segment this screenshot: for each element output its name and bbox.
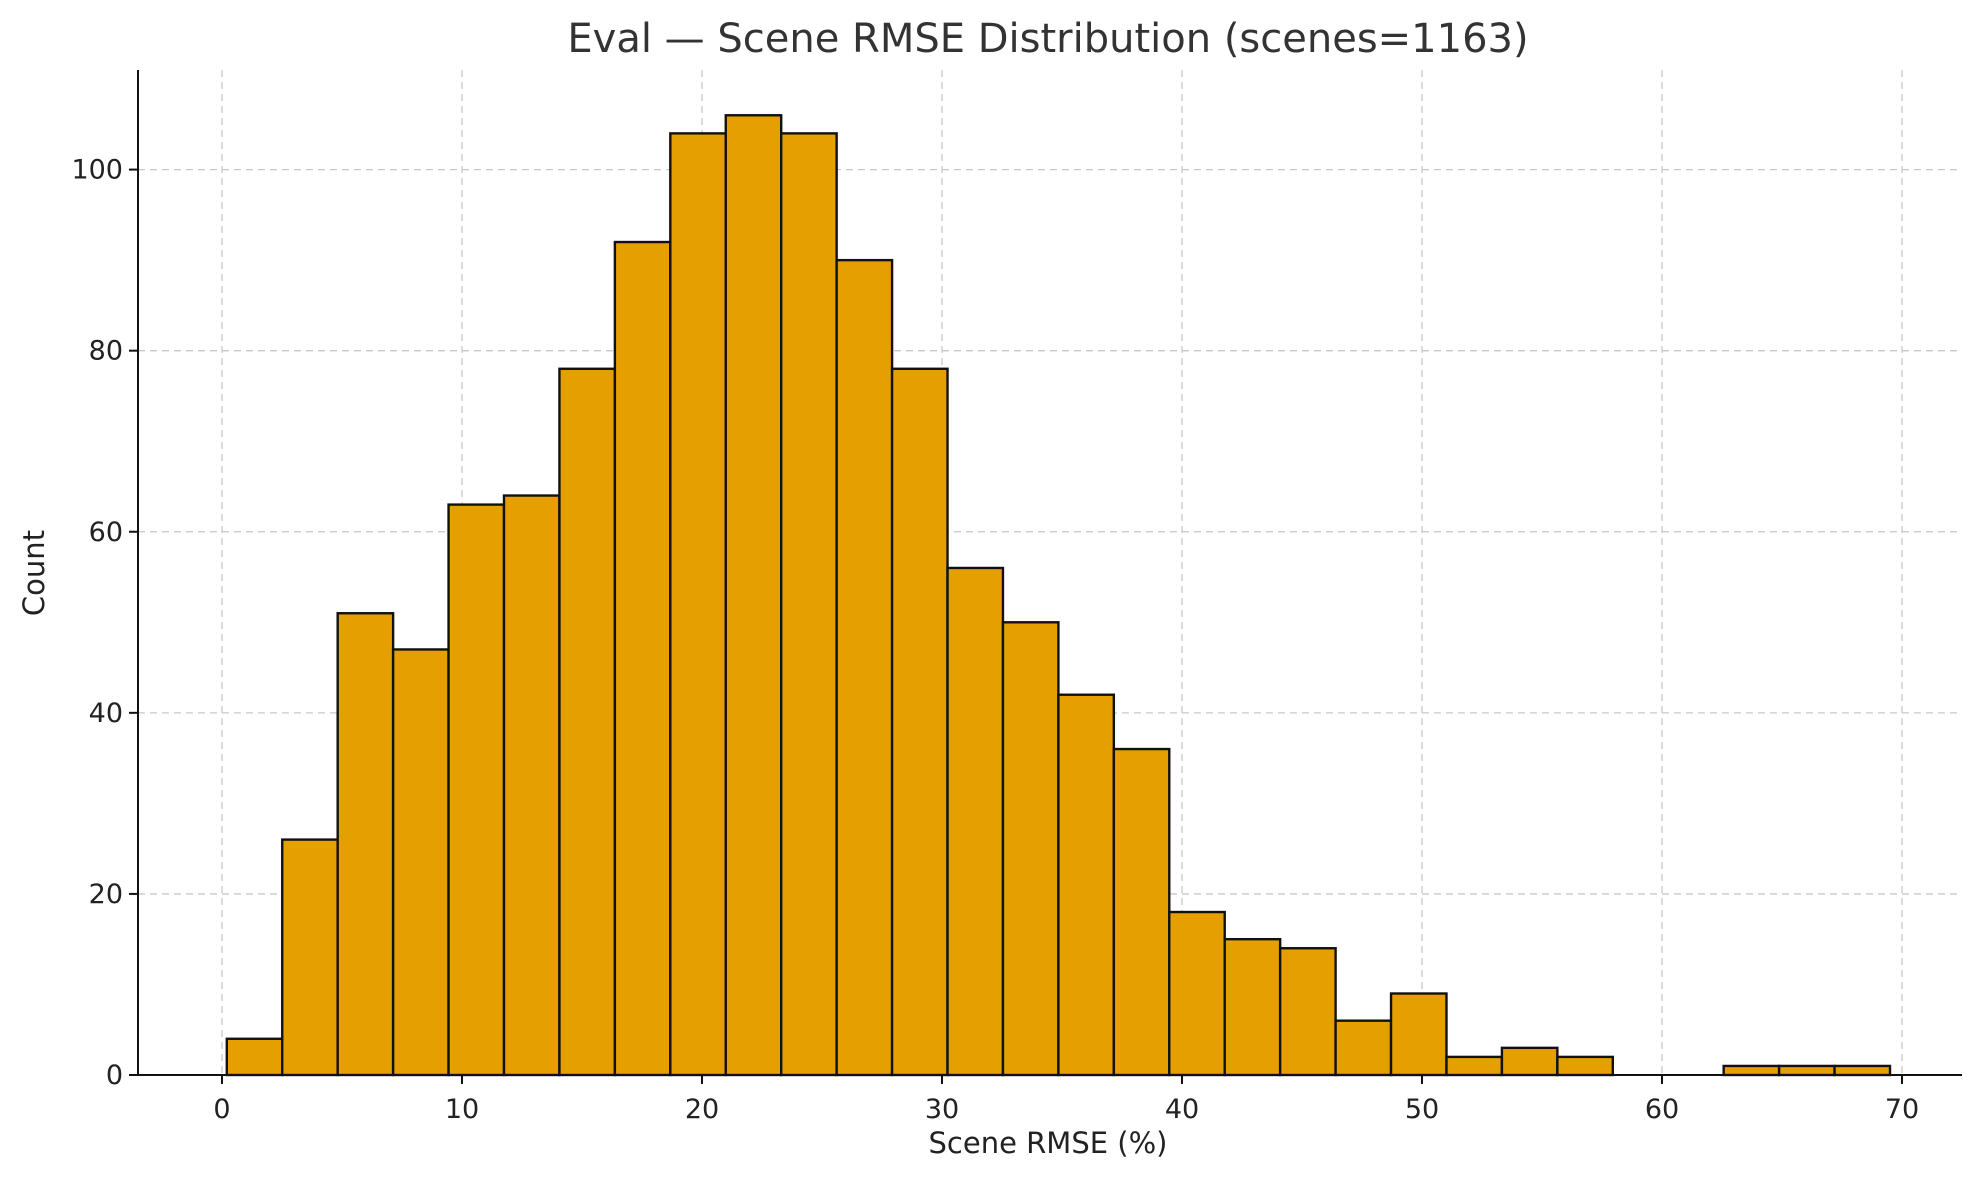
y-axis-ticks: 0 20 40 60 80 100: [71, 155, 138, 1091]
x-tick-label: 50: [1405, 1094, 1439, 1125]
x-tick-label: 20: [685, 1094, 719, 1125]
y-tick-label: 60: [89, 517, 123, 548]
histogram-bar: [558, 367, 617, 1077]
axes: [137, 70, 1962, 1076]
histogram-bar: [502, 494, 561, 1077]
y-tick-label: 20: [89, 879, 123, 910]
histogram-bar: [447, 503, 506, 1077]
histogram-bar: [1278, 947, 1337, 1077]
x-tick-label: 40: [1165, 1094, 1199, 1125]
histogram-bar: [1168, 910, 1226, 1077]
histogram-bar: [1057, 693, 1116, 1077]
x-axis-ticks: 0 10 20 30 40 50 60 70: [213, 1075, 1919, 1125]
y-tick-label: 80: [89, 336, 123, 367]
x-tick-label: 10: [445, 1094, 479, 1125]
y-tick-label: 100: [71, 155, 123, 186]
histogram-bar: [391, 648, 450, 1077]
histogram-bar: [1389, 992, 1448, 1077]
x-axis-label: Scene RMSE (%): [929, 1126, 1168, 1160]
histogram-bar: [1001, 621, 1060, 1077]
histogram-bar: [1556, 1055, 1614, 1077]
histogram-bar: [1777, 1064, 1836, 1077]
histogram-bar: [1334, 1019, 1393, 1077]
histogram-bar: [1500, 1046, 1559, 1077]
histogram-bar: [835, 258, 894, 1077]
histogram-bars: [225, 114, 1892, 1077]
y-axis-label: Count: [17, 530, 51, 616]
histogram-bar: [1722, 1064, 1781, 1077]
histogram-bar: [669, 132, 727, 1077]
x-tick-label: 60: [1645, 1094, 1679, 1125]
histogram-bar: [946, 566, 1005, 1077]
histogram-bar: [225, 1037, 284, 1077]
x-tick-label: 30: [925, 1094, 959, 1125]
histogram-bar: [336, 612, 395, 1077]
chart-title: Eval — Scene RMSE Distribution (scenes=1…: [567, 16, 1528, 62]
histogram-bar: [890, 367, 949, 1077]
histogram-bar: [780, 132, 838, 1077]
histogram-bar: [1223, 937, 1282, 1077]
y-tick-label: 40: [89, 698, 123, 729]
y-tick-label: 0: [106, 1060, 123, 1091]
histogram-bar: [1112, 747, 1171, 1077]
x-tick-label: 0: [213, 1094, 230, 1125]
x-tick-label: 70: [1885, 1094, 1919, 1125]
histogram-bar: [613, 240, 672, 1077]
histogram-bar: [724, 114, 783, 1077]
histogram-bar: [1445, 1055, 1504, 1077]
histogram-bar: [281, 838, 339, 1077]
histogram-bar: [1833, 1064, 1892, 1077]
